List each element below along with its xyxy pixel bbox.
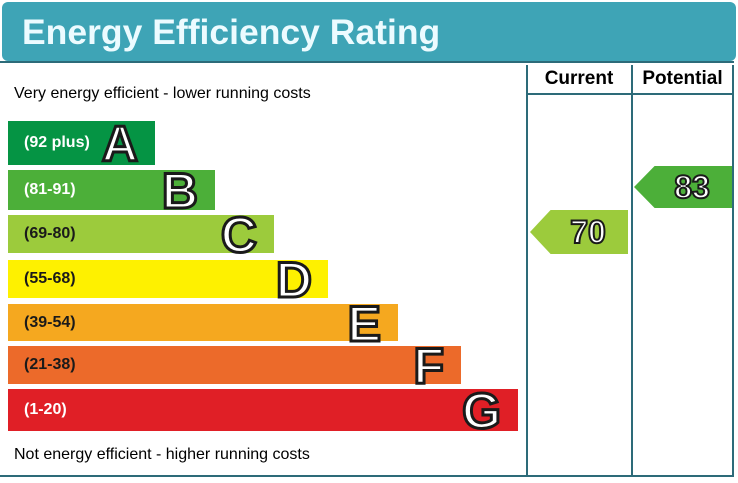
svg-text:G: G <box>462 383 501 439</box>
svg-text:83: 83 <box>674 169 710 205</box>
svg-text:D: D <box>275 252 311 308</box>
svg-text:B: B <box>162 163 198 219</box>
svg-text:A: A <box>102 116 138 172</box>
svg-text:E: E <box>347 296 380 352</box>
svg-text:C: C <box>221 207 257 263</box>
svg-text:F: F <box>413 338 444 394</box>
svg-text:70: 70 <box>570 214 606 250</box>
